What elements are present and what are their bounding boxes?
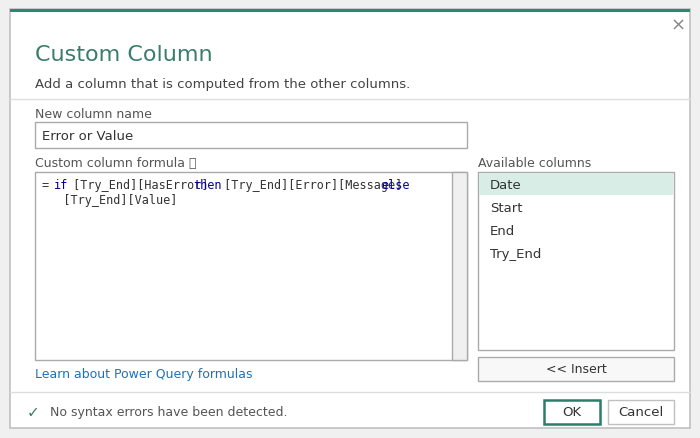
Text: [Try_End][HasError]: [Try_End][HasError] [66, 179, 216, 191]
Text: Available columns: Available columns [478, 157, 592, 170]
Text: ×: × [671, 17, 685, 35]
Text: Date: Date [490, 179, 522, 191]
Text: OK: OK [562, 406, 582, 419]
Text: Error or Value: Error or Value [42, 130, 133, 143]
Text: Try_End: Try_End [490, 247, 541, 261]
Bar [452, 173, 467, 360]
Bar [479, 173, 673, 195]
Text: if: if [54, 179, 69, 191]
Text: Add a column that is computed from the other columns.: Add a column that is computed from the o… [35, 78, 410, 91]
Text: No syntax errors have been detected.: No syntax errors have been detected. [50, 406, 288, 419]
Text: =: = [42, 179, 56, 191]
Text: ✓: ✓ [27, 405, 39, 420]
Text: Learn about Power Query formulas: Learn about Power Query formulas [35, 367, 253, 380]
Text: else: else [381, 179, 409, 191]
Text: New column name: New column name [35, 108, 152, 121]
Text: [Try_End][Value]: [Try_End][Value] [42, 194, 177, 207]
Text: Cancel: Cancel [618, 406, 664, 419]
Bar [478, 173, 674, 350]
Bar [544, 400, 600, 424]
Bar [10, 10, 690, 13]
Text: then: then [193, 179, 222, 191]
Bar [35, 123, 467, 148]
Text: End: End [490, 225, 515, 237]
Bar [35, 173, 467, 360]
Text: Custom column formula ⓘ: Custom column formula ⓘ [35, 157, 197, 170]
Bar [608, 400, 674, 424]
Text: [Try_End][Error][Message]: [Try_End][Error][Message] [218, 179, 410, 191]
Text: Custom Column: Custom Column [35, 45, 213, 65]
Text: Start: Start [490, 201, 522, 215]
Bar [478, 357, 674, 381]
Text: << Insert: << Insert [545, 363, 606, 376]
